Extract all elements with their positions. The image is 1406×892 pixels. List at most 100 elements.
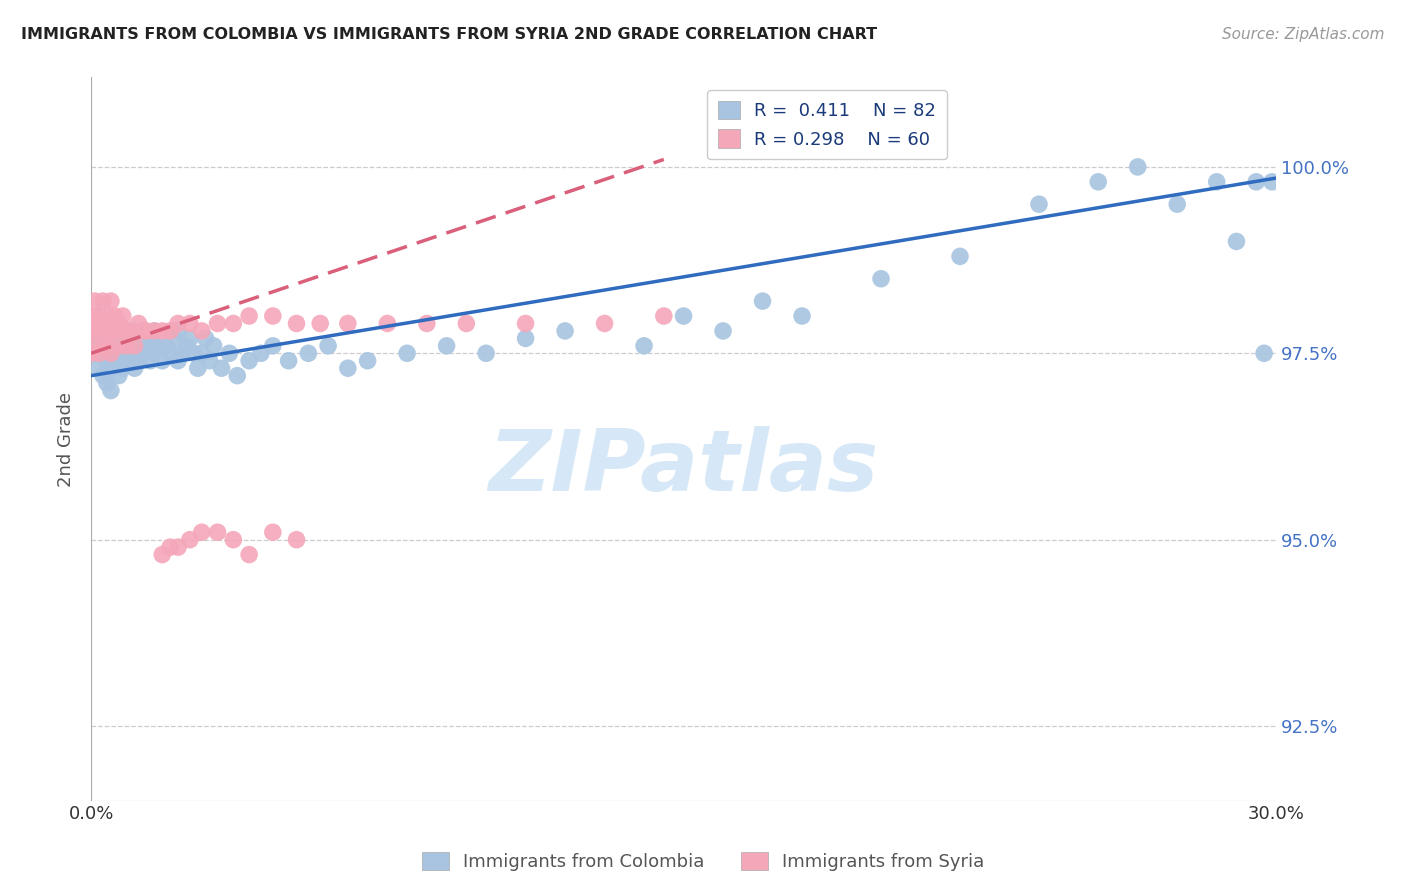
Legend: R =  0.411    N = 82, R = 0.298    N = 60: R = 0.411 N = 82, R = 0.298 N = 60 <box>707 90 948 160</box>
Point <box>190 525 212 540</box>
Point <box>183 346 205 360</box>
Legend: Immigrants from Colombia, Immigrants from Syria: Immigrants from Colombia, Immigrants fro… <box>415 845 991 879</box>
Point <box>207 525 229 540</box>
Point <box>194 331 217 345</box>
Point <box>84 324 107 338</box>
Point <box>115 353 138 368</box>
Point <box>91 294 114 309</box>
Point <box>104 324 127 338</box>
Point <box>107 346 129 360</box>
Point <box>238 548 260 562</box>
Point <box>633 339 655 353</box>
Point <box>336 361 359 376</box>
Point <box>297 346 319 360</box>
Point <box>218 346 240 360</box>
Point <box>139 353 162 368</box>
Point <box>316 339 339 353</box>
Point <box>87 309 110 323</box>
Point <box>80 309 103 323</box>
Point <box>143 324 166 338</box>
Point <box>91 346 114 360</box>
Point <box>115 324 138 338</box>
Point <box>226 368 249 383</box>
Point <box>91 317 114 331</box>
Point <box>107 317 129 331</box>
Point <box>211 361 233 376</box>
Point <box>198 353 221 368</box>
Point <box>91 339 114 353</box>
Point <box>1087 175 1109 189</box>
Point <box>111 361 134 376</box>
Point <box>150 324 173 338</box>
Point <box>1225 235 1247 249</box>
Point <box>285 533 308 547</box>
Point <box>100 384 122 398</box>
Point <box>120 324 142 338</box>
Point <box>1244 175 1267 189</box>
Point <box>128 317 150 331</box>
Point <box>115 339 138 353</box>
Point <box>1261 175 1284 189</box>
Point <box>593 317 616 331</box>
Point <box>120 324 142 338</box>
Point <box>416 317 439 331</box>
Point <box>84 346 107 360</box>
Point <box>949 249 972 263</box>
Point <box>179 317 201 331</box>
Point <box>1126 160 1149 174</box>
Point <box>135 324 157 338</box>
Point <box>96 324 118 338</box>
Point <box>515 331 537 345</box>
Point <box>96 309 118 323</box>
Point <box>751 294 773 309</box>
Point <box>238 353 260 368</box>
Point <box>150 548 173 562</box>
Point <box>159 324 181 338</box>
Point <box>336 317 359 331</box>
Point <box>104 309 127 323</box>
Point <box>131 346 153 360</box>
Point <box>87 339 110 353</box>
Point <box>96 376 118 390</box>
Point <box>870 271 893 285</box>
Point <box>143 346 166 360</box>
Point <box>96 353 118 368</box>
Point <box>96 331 118 345</box>
Point <box>84 339 107 353</box>
Point <box>222 533 245 547</box>
Point <box>100 361 122 376</box>
Point <box>396 346 419 360</box>
Point <box>100 339 122 353</box>
Point <box>436 339 458 353</box>
Point <box>84 317 107 331</box>
Point <box>139 331 162 345</box>
Point <box>100 324 122 338</box>
Point <box>285 317 308 331</box>
Point <box>87 346 110 360</box>
Point <box>456 317 478 331</box>
Point <box>100 346 122 360</box>
Point <box>790 309 813 323</box>
Point <box>202 339 225 353</box>
Point <box>96 339 118 353</box>
Point <box>91 368 114 383</box>
Point <box>1166 197 1188 211</box>
Point <box>124 339 146 353</box>
Point <box>159 540 181 554</box>
Point <box>104 353 127 368</box>
Point <box>170 346 193 360</box>
Point <box>159 346 181 360</box>
Point <box>87 361 110 376</box>
Text: Source: ZipAtlas.com: Source: ZipAtlas.com <box>1222 27 1385 42</box>
Point <box>167 324 190 338</box>
Point <box>80 324 103 338</box>
Point <box>104 324 127 338</box>
Point <box>515 317 537 331</box>
Point <box>124 361 146 376</box>
Point <box>128 353 150 368</box>
Point <box>277 353 299 368</box>
Point <box>131 324 153 338</box>
Point <box>262 309 284 323</box>
Point <box>356 353 378 368</box>
Point <box>179 331 201 345</box>
